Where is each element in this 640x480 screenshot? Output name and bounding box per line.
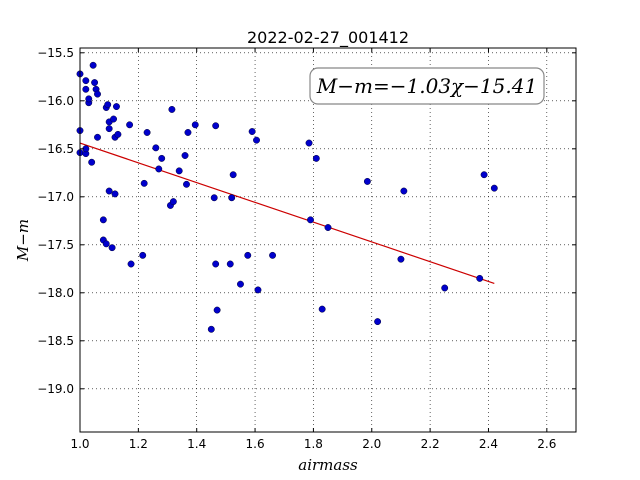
y-tick-label: −17.0 [37, 190, 74, 204]
data-point [82, 77, 90, 85]
data-point [181, 152, 189, 159]
data-point [91, 79, 99, 87]
y-tick-label: −16.0 [37, 94, 74, 108]
data-point [110, 115, 118, 123]
data-point [212, 260, 220, 268]
data-point [400, 187, 408, 195]
data-point [312, 154, 320, 162]
data-point [139, 251, 147, 259]
plot-frame [79, 47, 577, 433]
y-axis-ticks: −15.5 −16.0 −16.5 −17.0 −17.5 −18.0 −18.5 −19.0 [37, 46, 576, 396]
data-point [480, 171, 488, 179]
data-point [213, 306, 221, 314]
data-point [111, 190, 119, 198]
data-point [126, 121, 134, 129]
x-tick-label: 2.6 [537, 437, 556, 451]
x-tick-label: 1.2 [129, 437, 148, 451]
data-point [88, 158, 96, 166]
data-point [89, 61, 97, 69]
data-point [105, 125, 113, 133]
regression-line [79, 142, 495, 285]
data-point [113, 103, 120, 111]
data-point [374, 318, 382, 326]
annotation-box: M−m=−1.03χ−15.41 [309, 67, 545, 105]
data-point [168, 105, 176, 113]
data-points [76, 61, 498, 333]
data-point [102, 240, 110, 248]
grid-lines [79, 48, 576, 432]
x-tick-label: 1.8 [304, 437, 323, 451]
data-point [114, 130, 122, 138]
data-point [307, 216, 314, 224]
data-point [363, 177, 371, 185]
data-point [237, 280, 244, 288]
data-point [169, 198, 177, 206]
x-tick-label: 1.4 [187, 437, 206, 451]
data-point [212, 122, 220, 130]
y-tick-label: −15.5 [37, 46, 74, 60]
x-tick-label: 1.6 [246, 437, 265, 451]
data-point [269, 251, 277, 259]
data-point [85, 95, 93, 103]
data-point [305, 139, 313, 147]
data-point [476, 274, 484, 282]
y-tick-label: −16.5 [37, 142, 74, 156]
data-point [127, 260, 135, 268]
x-tick-label: 2.2 [421, 437, 440, 451]
data-point [229, 171, 237, 179]
data-point [318, 305, 326, 313]
data-point [210, 194, 218, 202]
data-point [228, 194, 236, 202]
data-point [155, 165, 163, 173]
data-point [108, 244, 116, 252]
annotation-text: M−m=−1.03χ−15.41 [316, 74, 537, 98]
x-tick-label: 2.0 [362, 437, 381, 451]
data-point [94, 90, 101, 98]
data-point [152, 144, 160, 152]
data-point [104, 101, 112, 109]
data-point [490, 184, 498, 192]
data-point [143, 129, 151, 136]
data-point [324, 224, 332, 231]
x-tick-label: 1.0 [70, 437, 89, 451]
y-tick-label: −18.5 [37, 334, 74, 348]
fit-line [79, 142, 495, 285]
y-axis-label: M−m [14, 219, 32, 262]
chart-title: 2022-02-27_001412 [247, 28, 409, 48]
data-point [254, 286, 262, 294]
y-tick-label: −18.0 [37, 286, 74, 300]
data-point [397, 255, 405, 263]
data-point [191, 121, 199, 129]
data-point [184, 129, 192, 136]
data-point [99, 216, 107, 224]
data-point [244, 251, 252, 259]
y-tick-label: −17.5 [37, 238, 74, 252]
data-point [105, 187, 113, 195]
data-point [94, 133, 101, 141]
data-point [248, 128, 256, 135]
data-point [253, 136, 260, 144]
data-point [441, 284, 449, 292]
data-point [226, 260, 234, 268]
x-axis-label: airmass [298, 456, 358, 474]
x-axis-ticks: 1.0 1.2 1.4 1.6 1.8 2.0 2.2 2.4 2.6 [70, 48, 556, 451]
y-tick-label: −19.0 [37, 382, 74, 396]
data-point [140, 179, 148, 187]
data-point [175, 167, 183, 175]
data-point [158, 154, 166, 162]
data-point [207, 325, 215, 333]
data-point [183, 180, 190, 188]
x-tick-label: 2.4 [479, 437, 498, 451]
data-point [82, 85, 90, 93]
